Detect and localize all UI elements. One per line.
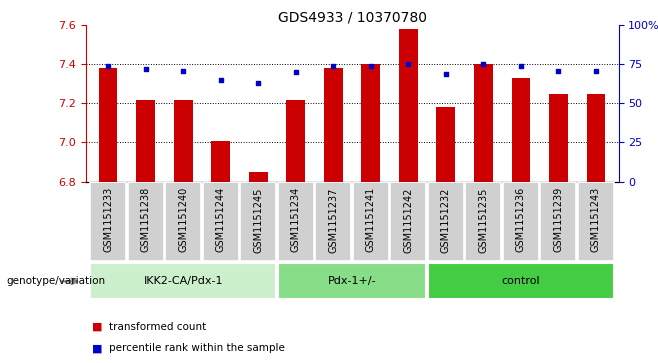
Text: GSM1151243: GSM1151243 (591, 187, 601, 252)
Point (441, 71, 451, 77)
Bar (353, 182, 389, 261)
Bar (399, 29, 418, 181)
Point (366, 63, 376, 69)
Text: GSM1151235: GSM1151235 (478, 187, 488, 253)
Bar (324, 68, 343, 182)
Text: ■: ■ (92, 322, 103, 332)
Bar (474, 65, 493, 182)
Bar (361, 65, 380, 182)
Bar (278, 182, 314, 261)
Point (328, 63, 338, 69)
Bar (436, 107, 455, 182)
Point (478, 62, 489, 68)
Text: GSM1151240: GSM1151240 (178, 187, 188, 252)
Point (591, 68, 601, 74)
Text: IKK2-CA/Pdx-1: IKK2-CA/Pdx-1 (143, 276, 223, 286)
Point (215, 77, 226, 83)
Text: Pdx-1+/-: Pdx-1+/- (328, 276, 376, 286)
Bar (278, 263, 426, 299)
Text: GSM1151244: GSM1151244 (216, 187, 226, 252)
Point (516, 63, 526, 69)
Bar (511, 78, 530, 182)
Bar (249, 172, 268, 182)
Bar (587, 94, 605, 182)
Bar (211, 140, 230, 182)
Bar (503, 182, 539, 261)
Bar (90, 182, 126, 261)
Text: GSM1151236: GSM1151236 (516, 187, 526, 252)
Point (140, 66, 151, 72)
Text: GSM1151242: GSM1151242 (403, 187, 413, 253)
Bar (428, 263, 614, 299)
Point (253, 80, 263, 86)
Point (403, 62, 414, 68)
Text: GSM1151238: GSM1151238 (141, 187, 151, 252)
Text: control: control (501, 276, 540, 286)
Text: genotype/variation: genotype/variation (7, 276, 106, 286)
Bar (578, 182, 614, 261)
Bar (136, 99, 155, 182)
Point (553, 68, 564, 74)
Bar (165, 182, 201, 261)
Text: GSM1151241: GSM1151241 (366, 187, 376, 252)
Bar (90, 263, 276, 299)
Point (290, 69, 301, 75)
Text: GSM1151233: GSM1151233 (103, 187, 113, 252)
Text: GSM1151237: GSM1151237 (328, 187, 338, 253)
Bar (240, 182, 276, 261)
Text: percentile rank within the sample: percentile rank within the sample (109, 343, 284, 354)
Text: GSM1151234: GSM1151234 (291, 187, 301, 252)
Bar (286, 99, 305, 182)
Bar (99, 68, 117, 182)
Bar (540, 182, 576, 261)
Bar (390, 182, 426, 261)
Bar (465, 182, 501, 261)
Bar (315, 182, 351, 261)
Bar (428, 182, 464, 261)
Bar (128, 182, 164, 261)
Bar (549, 94, 568, 182)
Text: ■: ■ (92, 343, 103, 354)
Text: GSM1151239: GSM1151239 (553, 187, 563, 252)
Point (178, 68, 188, 74)
Text: transformed count: transformed count (109, 322, 206, 332)
Bar (174, 99, 193, 182)
Point (103, 63, 113, 69)
Text: GSM1151245: GSM1151245 (253, 187, 263, 253)
Text: GSM1151232: GSM1151232 (441, 187, 451, 253)
Bar (203, 182, 239, 261)
Text: GDS4933 / 10370780: GDS4933 / 10370780 (278, 11, 426, 25)
